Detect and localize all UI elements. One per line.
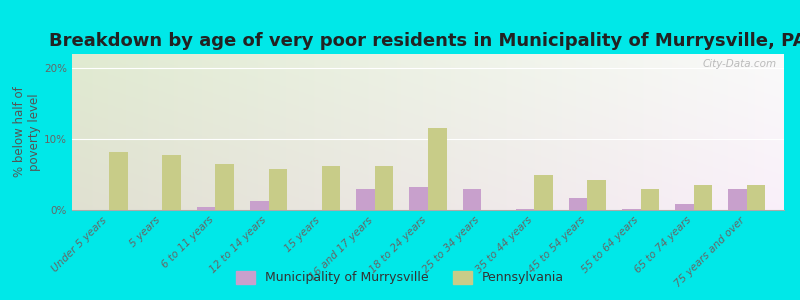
Bar bbox=[728, 189, 747, 210]
Bar bbox=[109, 152, 128, 210]
Bar bbox=[269, 169, 287, 210]
Bar bbox=[747, 185, 766, 210]
Legend: Municipality of Murrysville, Pennsylvania: Municipality of Murrysville, Pennsylvani… bbox=[230, 265, 570, 291]
Bar bbox=[356, 189, 375, 210]
Y-axis label: % below half of
poverty level: % below half of poverty level bbox=[14, 87, 42, 177]
Bar bbox=[622, 208, 641, 210]
Bar bbox=[197, 207, 215, 210]
Bar bbox=[569, 198, 587, 210]
Bar bbox=[375, 166, 394, 210]
Bar bbox=[587, 180, 606, 210]
Bar bbox=[410, 187, 428, 210]
Bar bbox=[322, 166, 340, 210]
Bar bbox=[215, 164, 234, 210]
Bar bbox=[641, 189, 659, 210]
Bar bbox=[162, 155, 181, 210]
Bar bbox=[462, 189, 481, 210]
Text: City-Data.com: City-Data.com bbox=[702, 59, 777, 69]
Bar bbox=[250, 202, 269, 210]
Bar bbox=[675, 204, 694, 210]
Bar bbox=[534, 175, 553, 210]
Bar bbox=[516, 209, 534, 210]
Title: Breakdown by age of very poor residents in Municipality of Murrysville, PA: Breakdown by age of very poor residents … bbox=[50, 32, 800, 50]
Bar bbox=[694, 185, 712, 210]
Bar bbox=[428, 128, 446, 210]
